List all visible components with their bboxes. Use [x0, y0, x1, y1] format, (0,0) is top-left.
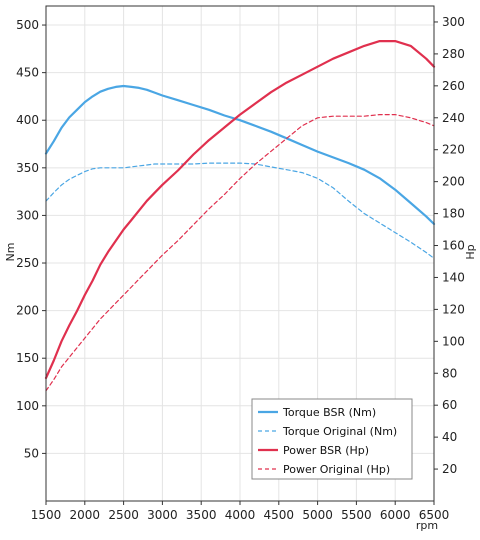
y-right-tick-label: 60 — [442, 398, 457, 412]
series-layer — [44, 39, 436, 392]
legend-label-1: Torque Original (Nm) — [282, 425, 397, 438]
y-right-tick-label: 180 — [442, 207, 465, 221]
y-right-tick-label: 160 — [442, 239, 465, 253]
y-left-tick-label: 450 — [16, 66, 39, 80]
x-tick-label: 1500 — [31, 508, 62, 522]
y-right-tick-label: 260 — [442, 79, 465, 93]
x-tick-label: 2500 — [108, 508, 139, 522]
y-right-tick-label: 140 — [442, 270, 465, 284]
series-line-3 — [45, 113, 435, 392]
y-right-tick-label: 240 — [442, 111, 465, 125]
y-left-tick-label: 200 — [16, 304, 39, 318]
y-right-tick-label: 200 — [442, 175, 465, 189]
y-axis-left-label: Nm — [4, 243, 17, 262]
legend-label-0: Torque BSR (Nm) — [282, 406, 376, 419]
x-tick-label: 4500 — [264, 508, 295, 522]
x-axis-label: rpm — [416, 519, 438, 532]
y-right-tick-label: 220 — [442, 143, 465, 157]
y-right-tick-label: 80 — [442, 366, 457, 380]
y-left-tick-label: 50 — [24, 446, 39, 460]
y-right-tick-label: 40 — [442, 430, 457, 444]
y-right-tick-label: 120 — [442, 302, 465, 316]
y-left-tick-label: 400 — [16, 113, 39, 127]
series-line-0 — [44, 84, 436, 226]
legend-box — [251, 398, 413, 480]
x-tick-label: 6500 — [419, 508, 450, 522]
y-left-tick-label: 350 — [16, 161, 39, 175]
x-tick-label: 2000 — [70, 508, 101, 522]
y-left-tick-label: 250 — [16, 256, 39, 270]
y-right-tick-label: 280 — [442, 47, 465, 61]
y-right-tick-label: 100 — [442, 334, 465, 348]
x-tick-label: 3500 — [186, 508, 217, 522]
y-left-tick-label: 500 — [16, 18, 39, 32]
x-tick-label: 3000 — [147, 508, 178, 522]
x-tick-label: 4000 — [225, 508, 256, 522]
y-left-tick-label: 100 — [16, 399, 39, 413]
x-tick-label: 6000 — [380, 508, 411, 522]
y-left-tick-label: 300 — [16, 208, 39, 222]
series-line-2 — [44, 39, 436, 380]
y-axis-right-label: Hp — [464, 244, 477, 259]
y-right-tick-label: 300 — [442, 15, 465, 29]
x-tick-label: 5500 — [341, 508, 372, 522]
legend-label-2: Power BSR (Hp) — [283, 444, 369, 457]
y-right-tick-label: 20 — [442, 462, 457, 476]
axes: 1500 2000 2500 3000 3500 4000 4500 5000 5500 6000… — [16, 15, 465, 522]
x-tick-label: 5000 — [302, 508, 333, 522]
y-left-tick-label: 150 — [16, 351, 39, 365]
legend-label-3: Power Original (Hp) — [283, 463, 390, 476]
legend: Torque BSR (Nm) Torque Original (Nm) Power… — [251, 398, 413, 480]
